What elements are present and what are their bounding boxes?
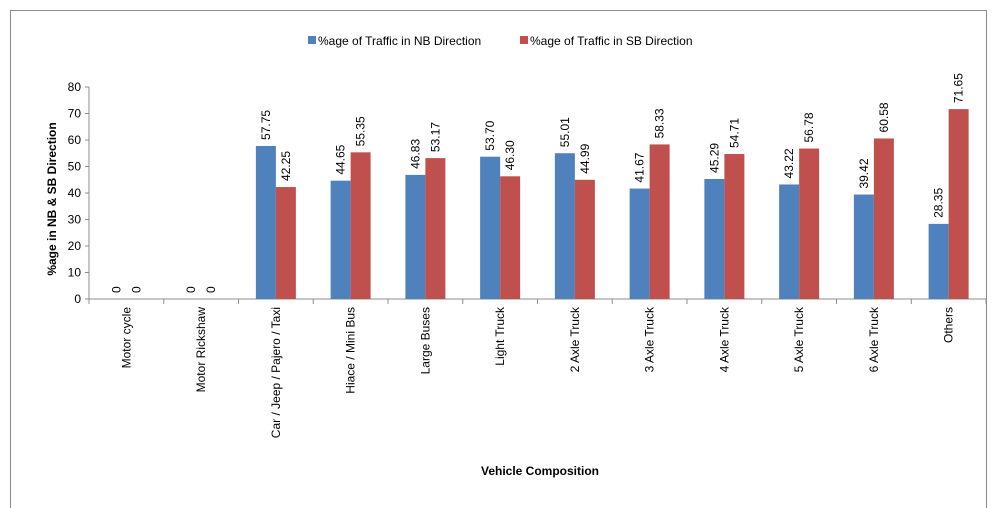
y-tick-label: 0 (74, 292, 81, 306)
y-tick-label: 50 (68, 160, 82, 174)
data-label-sb: 58.33 (653, 108, 667, 138)
category-label: Motor Rickshaw (194, 307, 208, 393)
bar-sb (350, 152, 371, 299)
x-axis (88, 298, 987, 304)
data-label-sb: 53.17 (428, 122, 442, 152)
legend-label-nb: %age of Traffic in NB Direction (318, 34, 481, 48)
category-label: 2 Axle Truck (568, 306, 582, 372)
category-label: Hiace / Mini Bus (344, 307, 358, 394)
data-label-sb: 0 (204, 286, 218, 293)
y-tick-label: 40 (68, 186, 82, 200)
data-label-nb: 53.70 (483, 120, 497, 150)
y-tick-label: 60 (68, 133, 82, 147)
bar-sb (948, 109, 969, 299)
legend-swatch-nb (308, 36, 316, 44)
bar-sb (574, 179, 595, 299)
bar-sb (724, 154, 745, 299)
data-label-nb: 0 (109, 286, 123, 293)
bars (255, 109, 969, 299)
category-label: 5 Axle Truck (792, 306, 806, 372)
bar-nb (480, 156, 501, 299)
legend: %age of Traffic in NB Direction %age of … (308, 34, 693, 48)
data-label-sb: 0 (129, 286, 143, 293)
bar-nb (330, 180, 351, 299)
data-label-nb: 43.22 (782, 148, 796, 178)
category-label: Large Buses (418, 307, 432, 374)
y-tick-label: 30 (68, 213, 82, 227)
data-label-sb: 56.78 (802, 112, 816, 142)
bar-nb (554, 153, 575, 299)
category-label: Light Truck (493, 306, 507, 366)
data-label-sb: 46.30 (503, 140, 517, 170)
bar-sb (500, 176, 521, 299)
data-label-nb: 39.42 (857, 158, 871, 188)
data-label-nb: 0 (184, 286, 198, 293)
data-label-nb: 55.01 (558, 117, 572, 147)
y-axis: 0 10 20 30 40 50 60 70 80 (68, 80, 90, 306)
data-label-sb: 60.58 (877, 102, 891, 132)
data-label-nb: 57.75 (259, 110, 273, 140)
y-tick-label: 10 (68, 266, 82, 280)
bar-nb (255, 145, 276, 299)
category-label: Car / Jeep / Pajero / Taxi (269, 307, 283, 438)
bar-sb (425, 158, 446, 299)
bar-nb (928, 223, 949, 299)
data-label-sb: 55.35 (354, 116, 368, 146)
legend-swatch-sb (520, 36, 528, 44)
category-label: Others (942, 307, 956, 343)
bar-nb (704, 178, 725, 299)
y-tick-label: 20 (68, 239, 82, 253)
category-label: Motor cycle (119, 307, 133, 369)
data-label-sb: 71.65 (952, 73, 966, 103)
bar-nb (629, 188, 650, 299)
bar-nb (779, 184, 800, 299)
bar-nb (405, 174, 426, 299)
data-label-nb: 46.83 (408, 139, 422, 169)
y-tick-label: 80 (68, 80, 82, 94)
data-label-sb: 42.25 (279, 151, 293, 181)
category-labels: Motor cycle Motor Rickshaw Car / Jeep / Pa… (119, 306, 955, 438)
data-label-nb: 41.67 (633, 152, 647, 182)
data-label-sb: 44.99 (578, 143, 592, 173)
legend-label-sb: %age of Traffic in SB Direction (530, 34, 693, 48)
data-label-sb: 54.71 (727, 118, 741, 148)
y-tick-label: 70 (68, 107, 82, 121)
bar-sb (799, 148, 820, 299)
bar-sb (275, 187, 296, 299)
data-label-nb: 44.65 (334, 144, 348, 174)
bar-nb (853, 194, 874, 299)
category-label: 3 Axle Truck (643, 306, 657, 372)
category-label: 6 Axle Truck (867, 306, 881, 372)
category-label: 4 Axle Truck (717, 306, 731, 372)
y-axis-title: %age in NB & SB Direction (45, 122, 59, 275)
data-label-nb: 45.29 (707, 143, 721, 173)
bar-sb (649, 144, 670, 299)
data-label-nb: 28.35 (932, 188, 946, 218)
bar-sb (873, 138, 894, 299)
x-axis-title: Vehicle Composition (481, 464, 599, 478)
